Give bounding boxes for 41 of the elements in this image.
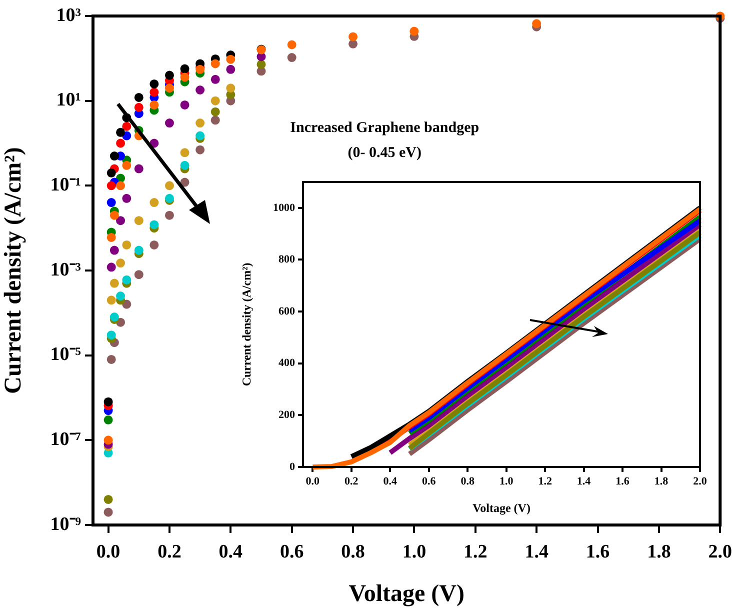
y-tick-label: 200 [278, 409, 296, 422]
x-tick-label: 0.6 [280, 541, 304, 562]
x-tick-label: 0.8 [341, 541, 365, 562]
x-axis-title: Voltage (V) [348, 580, 464, 607]
y-axis-title: Current density (A/cm²) [239, 262, 254, 386]
x-tick-label: 0.4 [218, 541, 244, 562]
y-tick-label: 1000 [273, 202, 296, 214]
x-tick-label: 0.8 [460, 475, 475, 488]
x-tick-label: 0.2 [158, 541, 182, 562]
y-tick-label: 10³ [56, 4, 82, 26]
x-tick-label: 1.2 [464, 541, 488, 562]
y-tick-label: 10⁻³ [50, 259, 82, 280]
x-axis-title: Voltage (V) [472, 500, 530, 515]
x-tick-label: 1.4 [576, 475, 592, 488]
x-tick-label: 1.8 [647, 541, 671, 562]
x-tick-label: 1.0 [402, 541, 426, 562]
x-tick-label: 0.0 [306, 475, 320, 488]
x-tick-label: 1.6 [616, 475, 630, 488]
y-tick-label: 10¹ [56, 90, 81, 111]
y-tick-label: 0 [290, 460, 296, 473]
x-tick-label: 1.2 [538, 475, 552, 488]
y-axis-title: Current density (A/cm²) [0, 147, 27, 394]
x-tick-label: 1.6 [586, 541, 610, 562]
y-tick-label: 10⁻⁹ [50, 514, 82, 535]
x-tick-label: 0.4 [383, 475, 398, 488]
x-tick-label: 2.0 [708, 541, 732, 562]
x-tick-label: 1.0 [499, 475, 514, 488]
x-tick-label: 0.0 [96, 541, 120, 562]
x-tick-label: 1.8 [654, 475, 669, 488]
y-tick-label: 800 [278, 254, 296, 266]
y-tick-label: 10⁻¹ [50, 174, 81, 196]
annotation: Increased Graphene bandgep [290, 120, 480, 136]
x-tick-label: 0.6 [422, 475, 436, 488]
annotation: (0- 0.45 eV) [348, 144, 422, 161]
x-tick-label: 1.4 [524, 541, 549, 562]
x-tick-label: 0.2 [344, 475, 359, 488]
y-tick-label: 600 [278, 305, 296, 318]
y-tick-label: 10⁻⁷ [50, 429, 82, 450]
y-tick-label: 400 [278, 357, 296, 370]
x-tick-label: 2.0 [693, 475, 708, 488]
y-tick-label: 10⁻⁵ [50, 344, 82, 366]
